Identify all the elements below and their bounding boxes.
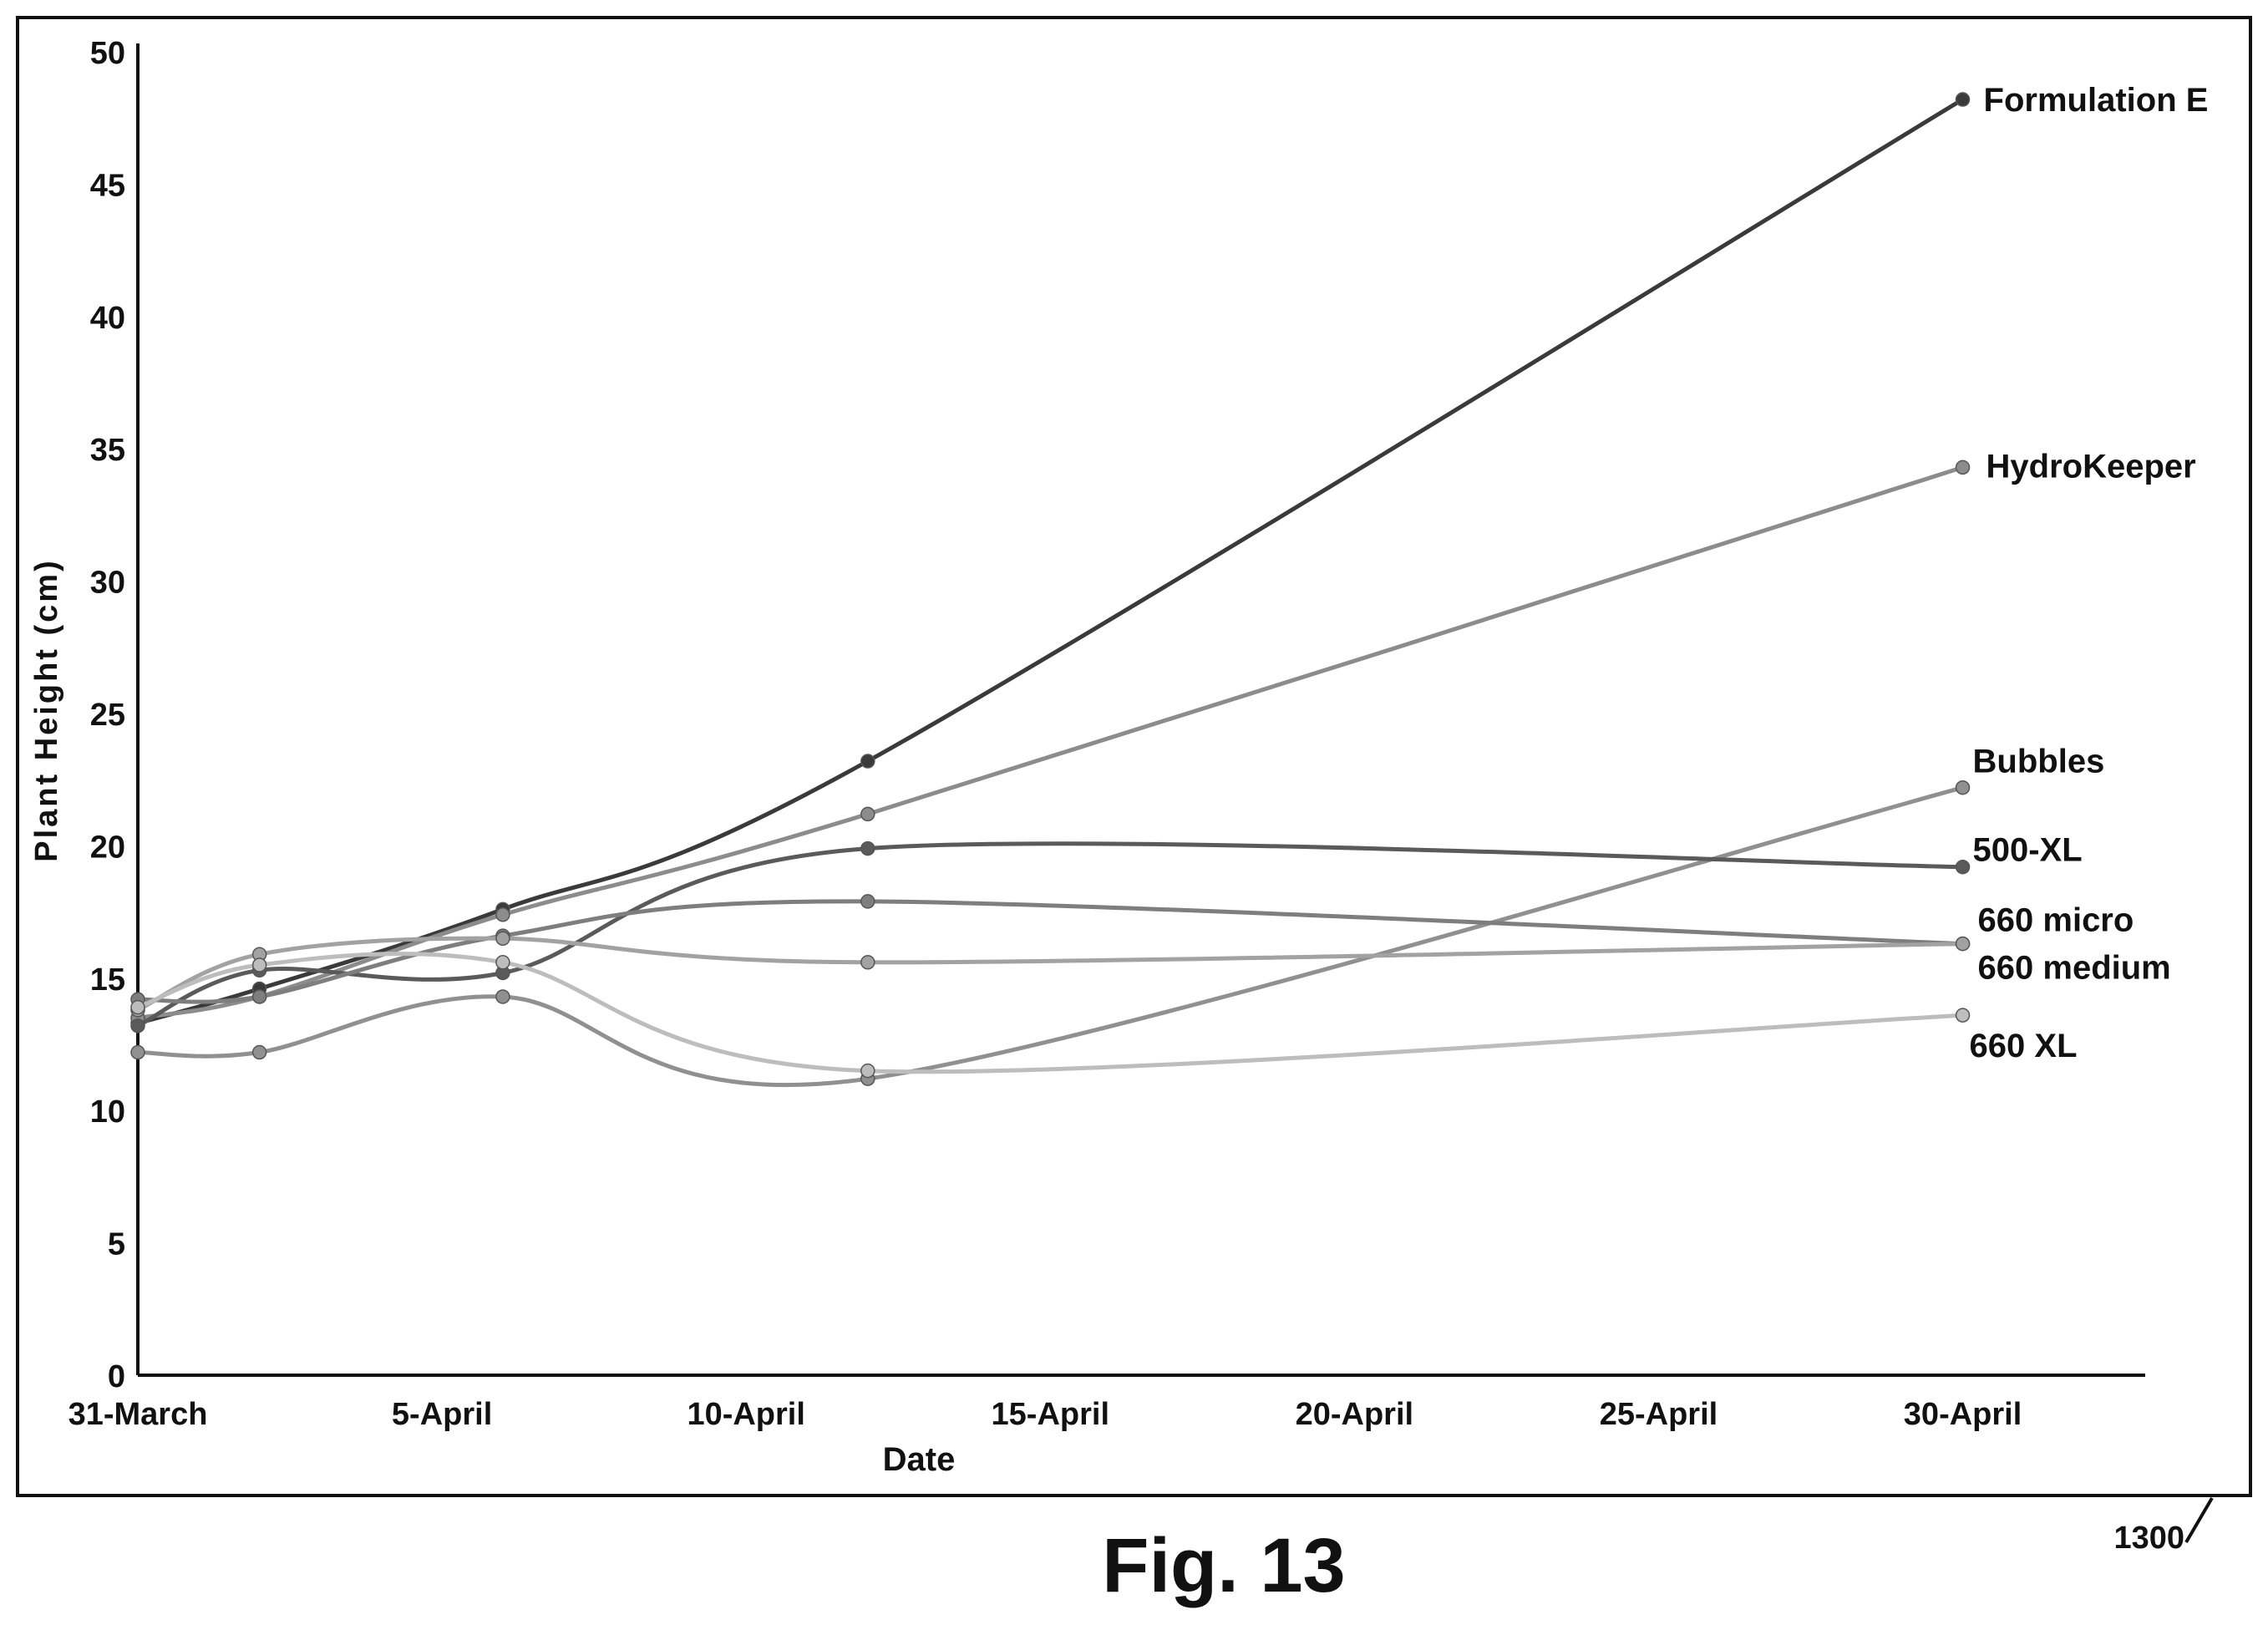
data-point [495,907,510,922]
series-line [135,785,1965,1088]
x-tick-label: 30-April [1904,1397,2022,1432]
series-line [135,936,1965,1013]
data-point [1955,936,1971,952]
x-tick-label: 20-April [1296,1397,1413,1432]
data-point [860,955,875,970]
data-point [251,989,267,1004]
reference-leader-line [2184,1496,2214,1544]
y-axis-title: Plant Height (cm) [29,558,64,861]
y-tick-label: 0 [108,1359,125,1394]
series-line [135,465,1965,1020]
y-tick-label: 35 [90,433,125,468]
series-line [135,952,1965,1074]
data-point [1955,1008,1971,1023]
data-point [251,1044,267,1060]
series-label-hydrokeeper: HydroKeeper [1986,448,2196,485]
figure-reference-number: 1300 [2113,1521,2184,1556]
data-point [860,840,875,856]
series-line [135,97,1965,1026]
series-660-xl [130,952,1971,1079]
series-500-xl [130,840,1971,1033]
series-label-660-xl: 660 XL [1970,1028,2078,1064]
series-label-formulation-e: Formulation E [1984,82,2209,119]
figure-caption: Fig. 13 [1102,1523,1345,1608]
series-line [135,899,1965,1004]
data-point [495,989,510,1004]
series-label-500-xl: 500-XL [1973,832,2083,869]
series-label-660-medium: 660 medium [1978,950,2171,987]
series-formulation-e [130,92,1971,1031]
chart-axes: 0 5 10 15 20 25 30 35 40 45 50 31-March 5-April 10-Ap… [68,36,2145,1432]
x-tick-label: 25-April [1600,1397,1717,1432]
series-label-660-micro: 660 micro [1978,902,2134,939]
series-label-bubbles: Bubbles [1973,744,2105,780]
data-point [1955,460,1971,475]
y-tick-label: 15 [90,962,125,998]
data-point [860,1063,875,1079]
y-tick-label: 45 [90,168,125,203]
data-point [495,955,510,970]
y-tick-label: 5 [108,1227,125,1262]
series-line [135,841,1965,1028]
figure-border [16,16,2252,1497]
x-tick-label: 15-April [992,1397,1109,1432]
data-point [130,999,145,1015]
y-tick-label: 50 [90,36,125,71]
data-point [860,894,875,909]
y-tick-label: 40 [90,301,125,336]
series-layer [130,92,1971,1088]
y-tick-label: 20 [90,830,125,865]
y-tick-label: 25 [90,698,125,733]
y-tick-label: 30 [90,566,125,601]
data-point [1955,779,1971,795]
labels-layer: Formulation E HydroKeeper Bubbles 500-XL 660… [1970,82,2209,1064]
data-point [130,1018,145,1033]
x-tick-label: 10-April [687,1397,804,1432]
data-point [860,754,875,769]
data-point [495,931,510,947]
data-point [1955,859,1971,875]
y-tick-label: 10 [90,1094,125,1130]
data-point [860,806,875,822]
x-axis-title: Date [883,1441,956,1478]
x-tick-label: 5-April [392,1397,492,1432]
x-tick-label: 31-March [68,1397,208,1432]
data-point [251,957,267,972]
data-point [1955,92,1971,107]
series-660-medium [130,931,1971,1018]
data-point [130,1044,145,1060]
